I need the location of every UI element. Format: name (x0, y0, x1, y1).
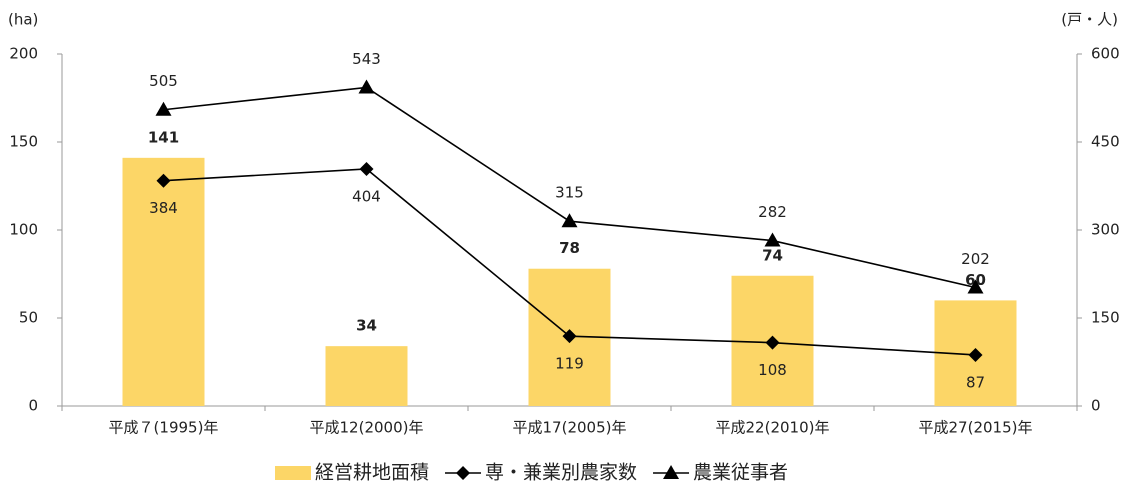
y2-axis-label: (戸・人) (1061, 11, 1118, 29)
y2-tick-label: 600 (1091, 45, 1120, 63)
line-value-label: 119 (555, 355, 584, 373)
y-tick-label: 50 (19, 309, 38, 327)
bar (325, 346, 408, 406)
line-value-label: 87 (966, 373, 985, 391)
line-value-label: 282 (758, 203, 787, 221)
bar (122, 157, 205, 406)
diamond-marker (359, 161, 374, 176)
y-tick-label: 150 (9, 133, 38, 151)
bar-value-label: 74 (762, 246, 783, 264)
y2-tick-label: 0 (1091, 397, 1101, 415)
x-tick-label: 平成７(1995)年 (109, 419, 219, 437)
y-tick-label: 200 (9, 45, 38, 63)
legend-label: 専・兼業別農家数 (485, 462, 637, 484)
y2-tick-label: 150 (1091, 309, 1120, 327)
diamond-marker (968, 347, 983, 362)
y-tick-label: 0 (28, 397, 38, 415)
y-tick-label: 100 (9, 221, 38, 239)
line-value-label: 404 (352, 187, 381, 205)
bar-value-label: 34 (356, 317, 377, 335)
line-value-label: 108 (758, 361, 787, 379)
line-value-label: 315 (555, 184, 584, 202)
triangle-marker (358, 79, 375, 94)
triangle-marker (561, 213, 578, 228)
y-axis-label: (ha) (8, 11, 38, 29)
line-value-label: 505 (149, 72, 178, 90)
diamond-marker (765, 335, 780, 350)
legend-swatch (275, 466, 311, 480)
bar-value-label: 78 (559, 239, 580, 257)
x-tick-label: 平成12(2000)年 (310, 419, 424, 437)
diamond-marker (156, 173, 171, 188)
legend-label: 経営耕地面積 (315, 462, 429, 484)
diamond-marker (562, 329, 577, 344)
x-tick-label: 平成17(2005)年 (513, 419, 627, 437)
legend-label: 農業従事者 (693, 462, 788, 484)
triangle-marker (764, 232, 781, 247)
y2-tick-label: 450 (1091, 133, 1120, 151)
bar-value-label: 141 (148, 128, 179, 146)
y2-tick-label: 300 (1091, 221, 1120, 239)
diamond-marker (456, 466, 471, 480)
x-tick-label: 平成27(2015)年 (919, 419, 1033, 437)
triangle-marker (155, 101, 172, 116)
line-value-label: 202 (961, 250, 990, 268)
line-value-label: 543 (352, 50, 381, 68)
triangle-marker (663, 465, 680, 479)
x-tick-label: 平成22(2010)年 (716, 419, 830, 437)
line-value-label: 384 (149, 199, 178, 217)
triangle-marker (967, 279, 984, 294)
